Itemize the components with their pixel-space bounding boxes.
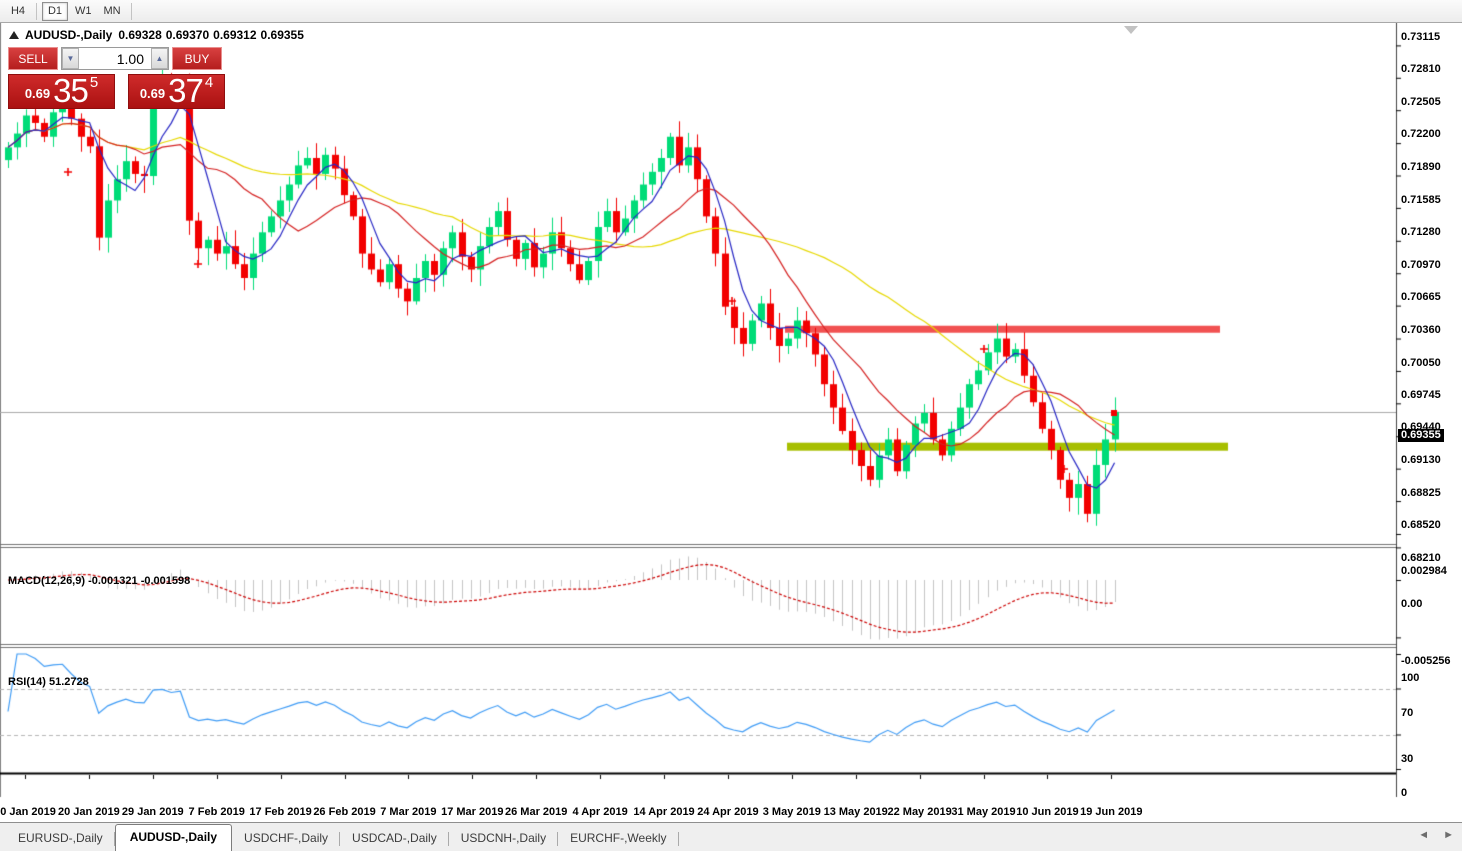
sell-button[interactable]: SELL bbox=[8, 47, 58, 70]
macd-value: -0.001321 bbox=[88, 575, 138, 587]
tab-eurusd-daily[interactable]: EURUSD-,Daily bbox=[6, 826, 115, 851]
macd-axis-label: 0.002984 bbox=[1401, 565, 1447, 578]
lot-increment-icon[interactable]: ▲ bbox=[151, 48, 168, 69]
price-axis-label: 0.70665 bbox=[1401, 291, 1441, 304]
rsi-axis-label: 70 bbox=[1401, 706, 1414, 719]
macd-indicator-label: MACD(12,26,9) -0.001321 -0.001598 bbox=[8, 575, 190, 587]
date-axis-label: 20 Jan 2019 bbox=[58, 806, 120, 818]
timeframe-toolbar: H4 D1 W1 MN bbox=[0, 0, 1462, 23]
tab-scroll-right-icon[interactable]: ► bbox=[1443, 829, 1454, 841]
buy-price-display[interactable]: 0.69 37 4 bbox=[128, 74, 225, 109]
tab-usdcad-daily[interactable]: USDCAD-,Daily bbox=[340, 826, 449, 851]
date-axis-label: 24 Apr 2019 bbox=[697, 806, 759, 818]
tab-scroll-left-icon[interactable]: ◄ bbox=[1418, 829, 1430, 841]
rsi-value: 51.2728 bbox=[48, 676, 89, 688]
buy-price-pips: 37 bbox=[168, 72, 204, 109]
price-axis-label: 0.71585 bbox=[1401, 193, 1441, 206]
date-axis-label: 17 Mar 2019 bbox=[441, 806, 504, 818]
rsi-axis-label: 30 bbox=[1401, 752, 1414, 765]
price-axis-label: 0.71890 bbox=[1401, 161, 1441, 174]
current-price-label: 0.69355 bbox=[1398, 429, 1444, 443]
sell-price-display[interactable]: 0.69 35 5 bbox=[8, 74, 115, 109]
timeframe-button-d1[interactable]: D1 bbox=[42, 1, 68, 21]
date-axis-label: 17 Feb 2019 bbox=[249, 806, 312, 818]
ohlc-low: 0.69312 bbox=[213, 28, 257, 42]
tab-eurchf-weekly[interactable]: EURCHF-,Weekly bbox=[558, 826, 679, 851]
lot-size-group: ▼ ▲ bbox=[61, 47, 169, 70]
tab-scroll-controls: ◄ ► bbox=[1418, 829, 1454, 841]
date-axis-label: 10 Jan 2019 bbox=[0, 806, 56, 818]
macd-signal-value: -0.001598 bbox=[140, 575, 191, 587]
price-axis-label: 0.70360 bbox=[1401, 323, 1441, 336]
rsi-indicator-label: RSI(14) 51.2728 bbox=[8, 676, 89, 688]
macd-axis-label: 0.00 bbox=[1401, 598, 1423, 610]
trade-controls-row: SELL ▼ ▲ BUY bbox=[8, 47, 225, 70]
date-axis-label: 3 May 2019 bbox=[762, 806, 821, 818]
chart-window: AUDUSD-,Daily 0.69328 0.69370 0.69312 0.… bbox=[0, 0, 1462, 822]
chart-symbol-label: AUDUSD-,Daily bbox=[25, 28, 113, 42]
date-axis-label: 4 Apr 2019 bbox=[572, 806, 628, 818]
price-axis-label: 0.72505 bbox=[1401, 95, 1441, 108]
sell-price-base: 0.69 bbox=[24, 86, 51, 101]
date-axis-label: 31 May 2019 bbox=[951, 806, 1016, 818]
tab-audusd-daily[interactable]: AUDUSD-,Daily bbox=[114, 824, 233, 851]
price-chart-canvas[interactable] bbox=[0, 0, 1462, 798]
rsi-name: RSI(14) bbox=[8, 676, 46, 688]
macd-name: MACD(12,26,9) bbox=[8, 575, 86, 587]
price-axis-label: 0.69130 bbox=[1401, 454, 1441, 467]
symbol-tab-bar: EURUSD-,Daily AUDUSD-,Daily USDCHF-,Dail… bbox=[0, 822, 1462, 851]
toolbar-divider bbox=[36, 2, 37, 20]
chart-title: AUDUSD-,Daily 0.69328 0.69370 0.69312 0.… bbox=[9, 28, 304, 42]
price-axis-label: 0.71280 bbox=[1401, 225, 1441, 238]
price-axis-label: 0.70970 bbox=[1401, 258, 1441, 271]
date-axis-label: 10 Jun 2019 bbox=[1016, 806, 1079, 818]
timeframe-button-w1[interactable]: W1 bbox=[75, 4, 92, 17]
date-axis-label: 14 Apr 2019 bbox=[633, 806, 695, 818]
tab-usdcnh-daily[interactable]: USDCNH-,Daily bbox=[449, 826, 559, 851]
scroll-to-end-marker[interactable] bbox=[1124, 26, 1138, 34]
price-axis-label: 0.68210 bbox=[1401, 551, 1441, 564]
date-axis-label: 19 Jun 2019 bbox=[1080, 806, 1143, 818]
timeframe-button-h4[interactable]: H4 bbox=[10, 4, 26, 17]
macd-axis-label: -0.005256 bbox=[1401, 655, 1451, 668]
buy-button[interactable]: BUY bbox=[172, 47, 222, 70]
chart-menu-icon[interactable] bbox=[9, 31, 19, 39]
price-axis-label: 0.72810 bbox=[1401, 63, 1441, 76]
date-axis-label: 29 Jan 2019 bbox=[121, 806, 184, 818]
price-axis-label: 0.68825 bbox=[1401, 486, 1441, 499]
date-axis-label: 7 Feb 2019 bbox=[188, 806, 245, 818]
ohlc-open: 0.69328 bbox=[118, 28, 162, 42]
buy-price-point: 4 bbox=[204, 74, 214, 91]
lot-decrement-icon[interactable]: ▼ bbox=[62, 48, 79, 69]
sell-price-pips: 35 bbox=[53, 72, 89, 109]
one-click-trading-panel: SELL ▼ ▲ BUY 0.69 35 5 0.69 37 4 bbox=[8, 47, 225, 109]
tab-usdchf-daily[interactable]: USDCHF-,Daily bbox=[232, 826, 341, 851]
price-axis-label: 0.72200 bbox=[1401, 128, 1441, 141]
buy-price-base: 0.69 bbox=[139, 86, 166, 101]
price-axis-label: 0.73115 bbox=[1401, 31, 1441, 43]
date-axis-label: 22 May 2019 bbox=[887, 806, 952, 818]
ohlc-high: 0.69370 bbox=[165, 28, 210, 42]
ohlc-close: 0.69355 bbox=[260, 28, 304, 42]
price-axis-label: 0.70050 bbox=[1401, 356, 1441, 369]
rsi-axis-label: 0 bbox=[1401, 787, 1408, 799]
price-axis-label: 0.69745 bbox=[1401, 388, 1441, 401]
date-axis-label: 26 Feb 2019 bbox=[313, 806, 376, 818]
timeframe-button-mn[interactable]: MN bbox=[103, 4, 121, 17]
price-axis-label: 0.68520 bbox=[1401, 519, 1441, 532]
rsi-axis-label: 100 bbox=[1401, 672, 1420, 684]
toolbar-divider bbox=[130, 2, 132, 20]
date-axis-label: 13 May 2019 bbox=[823, 806, 888, 818]
lot-size-input[interactable] bbox=[79, 48, 151, 69]
date-axis-label: 26 Mar 2019 bbox=[504, 806, 568, 818]
sell-price-point: 5 bbox=[89, 74, 99, 91]
date-axis-label: 7 Mar 2019 bbox=[380, 806, 437, 818]
